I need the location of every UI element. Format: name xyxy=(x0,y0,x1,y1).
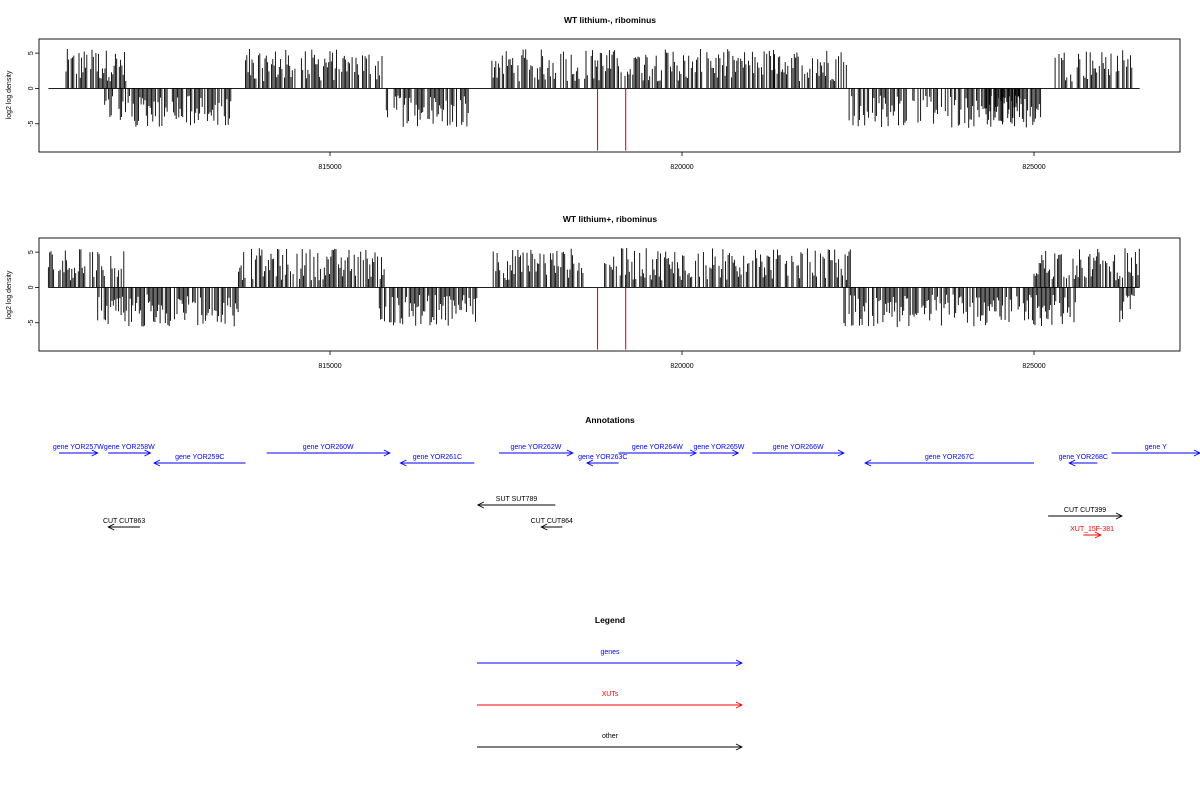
feature-arrow-head xyxy=(540,523,548,531)
feature-label: gene Y xyxy=(1145,444,1167,451)
feature-gene-yor260w: gene YOR260W xyxy=(266,444,391,457)
feature-label: gene YOR264W xyxy=(632,444,683,451)
feature-arrow-head xyxy=(732,449,740,457)
feature-arrow-head xyxy=(91,449,99,457)
panel-title: WT lithium-, ribominus xyxy=(564,15,656,25)
feature-arrow-head xyxy=(107,523,115,531)
feature-list: gene YOR257W gene YOR258W gene YOR259C gene… xyxy=(53,444,1200,539)
legend-label: XUTs xyxy=(602,691,619,698)
y-axis-label: log2 log density xyxy=(6,70,13,119)
feature-gene-yor267c: gene YOR267C xyxy=(864,454,1034,467)
density-panel-lithium-minus: WT lithium-, ribominus log2 log density … xyxy=(6,15,1181,171)
plot-frame xyxy=(38,237,1181,352)
feature-arrow-head xyxy=(735,743,744,751)
annotations-title: Annotations xyxy=(585,415,635,425)
feature-label: gene YOR259C xyxy=(175,454,224,461)
plot-frame xyxy=(38,38,1181,153)
y-tick-label: 0 xyxy=(28,285,35,289)
feature-label: gene YOR257W xyxy=(53,444,104,451)
feature-arrow-head xyxy=(1115,512,1124,520)
y-tick-label: 0 xyxy=(28,86,35,90)
feature-arrow-head xyxy=(399,459,407,467)
feature-arrow-head xyxy=(566,449,574,457)
density-bars xyxy=(47,248,1140,327)
legend-item-xuts: XUTs xyxy=(477,691,744,709)
feature-arrow-head xyxy=(1094,531,1102,539)
legend-items: genes XUTs other xyxy=(477,649,744,751)
feature-cut-cut399: CUT CUT399 xyxy=(1048,507,1124,520)
y-tick-label: 5 xyxy=(28,51,35,55)
legend-item-other: other xyxy=(477,733,744,751)
y-axis-label: log2 log density xyxy=(6,270,13,319)
feature-label: CUT CUT864 xyxy=(531,518,573,525)
feature-xut-15f-381: XUT_15F-381 xyxy=(1070,526,1114,539)
feature-gene-yor262w: gene YOR262W xyxy=(498,444,574,457)
feature-gene-yor263c: gene YOR263C xyxy=(578,454,627,467)
x-tick-label: 815000 xyxy=(318,363,341,370)
feature-arrow-head xyxy=(383,449,391,457)
feature-arrow-head xyxy=(735,659,744,667)
feature-label: gene YOR263C xyxy=(578,454,627,461)
feature-label: SUT SUT789 xyxy=(496,496,538,503)
feature-arrow-head xyxy=(585,459,594,467)
feature-arrow-head xyxy=(864,459,872,467)
feature-gene-yor265w: gene YOR265W xyxy=(694,444,745,457)
y-tick-label: 5 xyxy=(28,250,35,254)
feature-label: gene YOR261C xyxy=(413,454,462,461)
feature-label: gene YOR262W xyxy=(510,444,561,451)
panel-title: WT lithium+, ribominus xyxy=(563,214,657,224)
feature-arrow-head xyxy=(837,449,845,457)
x-tick-label: 820000 xyxy=(670,363,693,370)
feature-label: gene YOR266W xyxy=(773,444,824,451)
feature-label: gene YOR258W xyxy=(104,444,155,451)
x-tick-label: 825000 xyxy=(1022,363,1045,370)
legend-item-genes: genes xyxy=(477,649,744,667)
feature-label: gene YOR260W xyxy=(303,444,354,451)
legend-title: Legend xyxy=(595,615,625,625)
feature-arrow-head xyxy=(1068,459,1076,467)
y-tick-label: -5 xyxy=(28,320,35,326)
feature-label: CUT CUT863 xyxy=(103,518,145,525)
axis-ticks: -5 0 5 815000 820000 825000 xyxy=(28,51,1046,171)
feature-gene-yor261c: gene YOR261C xyxy=(399,454,475,467)
x-tick-label: 820000 xyxy=(670,164,693,171)
feature-gene-yor268c: gene YOR268C xyxy=(1059,454,1108,467)
legend-label: genes xyxy=(600,649,620,656)
x-tick-label: 815000 xyxy=(318,164,341,171)
feature-gene-yor257w: gene YOR257W xyxy=(53,444,104,457)
feature-gene-yor266w: gene YOR266W xyxy=(752,444,845,457)
feature-cut-cut864: CUT CUT864 xyxy=(531,518,573,531)
annotations-track: Annotations gene YOR257W gene YOR258Wgene… xyxy=(53,415,1200,539)
density-bars xyxy=(65,49,1133,128)
feature-arrow-head xyxy=(152,459,161,467)
y-tick-label: -5 xyxy=(28,121,35,127)
feature-arrow-head xyxy=(144,449,152,457)
feature-gene-y: gene Y xyxy=(1111,444,1200,457)
feature-gene-yor258w: gene YOR258W xyxy=(104,444,155,457)
feature-label: gene YOR265W xyxy=(694,444,745,451)
feature-cut-cut863: CUT CUT863 xyxy=(103,518,145,531)
feature-gene-yor264w: gene YOR264W xyxy=(618,444,698,457)
feature-arrow-head xyxy=(1193,449,1200,457)
x-tick-label: 825000 xyxy=(1022,164,1045,171)
feature-arrow-head xyxy=(476,501,485,509)
legend: Legend genes XUTs other xyxy=(477,615,744,751)
legend-label: other xyxy=(602,733,619,740)
feature-arrow-head xyxy=(689,449,698,457)
feature-label: CUT CUT399 xyxy=(1064,507,1106,514)
feature-sut-sut789: SUT SUT789 xyxy=(476,496,556,509)
feature-arrow-head xyxy=(735,701,744,709)
feature-label: gene YOR267C xyxy=(925,454,974,461)
axis-ticks: -5 0 5 815000 820000 825000 xyxy=(28,250,1046,370)
feature-gene-yor259c: gene YOR259C xyxy=(152,454,246,467)
feature-label: XUT_15F-381 xyxy=(1070,526,1114,533)
density-panel-lithium-plus: WT lithium+, ribominus log2 log density … xyxy=(6,214,1181,370)
feature-label: gene YOR268C xyxy=(1059,454,1108,461)
